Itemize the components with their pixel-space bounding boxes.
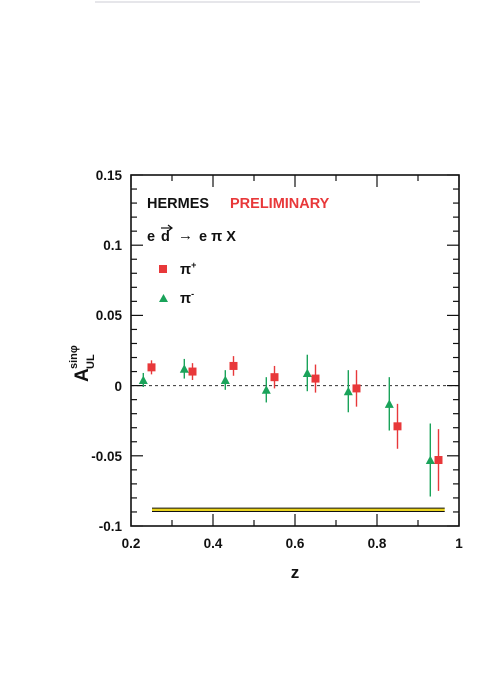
- legend-square-marker: [159, 265, 167, 273]
- x-tick-label: 0.2: [122, 536, 141, 551]
- data-points: [138, 354, 443, 497]
- y-tick-label: 0.05: [96, 308, 123, 323]
- series-pi-minus: [138, 354, 435, 497]
- y-axis-label-main: A: [72, 368, 93, 382]
- reaction-arrow: →: [178, 227, 193, 244]
- data-point-square: [311, 374, 320, 383]
- y-tick-label: 0.15: [96, 168, 123, 183]
- y-axis-label-superscript: sinφ: [68, 345, 80, 369]
- data-point-triangle: [343, 386, 353, 396]
- data-point-square: [229, 361, 238, 370]
- y-tick-label: 0.1: [103, 238, 122, 253]
- legend: π+ π-: [159, 260, 196, 307]
- x-axis-label: z: [291, 563, 300, 582]
- data-point-square: [188, 367, 197, 376]
- y-tick-label: -0.1: [99, 519, 123, 534]
- systematic-band-fill: [152, 508, 445, 512]
- data-point-triangle: [302, 368, 312, 377]
- reaction-lepton: e: [147, 229, 155, 245]
- y-axis-label-subscript: UL: [85, 354, 97, 369]
- reaction-final-state: e π X: [199, 229, 236, 245]
- reaction-target: d: [161, 229, 170, 245]
- legend-label-piminus: π-: [180, 289, 194, 307]
- y-tick-label: -0.05: [91, 449, 122, 464]
- x-tick-label: 1: [455, 536, 463, 551]
- data-point-triangle: [179, 364, 189, 373]
- y-tick-label: 0: [114, 379, 122, 394]
- legend-triangle-marker: [159, 294, 168, 302]
- x-tick-label: 0.4: [204, 536, 223, 551]
- data-point-square: [270, 373, 279, 382]
- data-point-square: [393, 422, 402, 431]
- polarization-arrow-icon: [167, 224, 173, 232]
- data-point-square: [147, 363, 156, 372]
- data-point-triangle: [425, 455, 435, 465]
- x-tick-label: 0.6: [286, 536, 305, 551]
- y-axis-label: A sinφ UL: [68, 345, 97, 382]
- data-point-square: [352, 384, 361, 393]
- series-pi-plus: [147, 356, 443, 491]
- data-point-triangle: [384, 399, 394, 408]
- data-point-square: [434, 456, 443, 465]
- data-point-triangle: [138, 375, 148, 384]
- legend-label-piplus: π+: [180, 260, 196, 278]
- axis-ticks: [130, 174, 460, 527]
- data-point-triangle: [261, 385, 271, 394]
- reaction-label: e d → e π X: [147, 224, 236, 245]
- systematic-band: [152, 507, 445, 513]
- experiment-label: HERMES: [147, 196, 209, 212]
- x-tick-label: 0.8: [368, 536, 387, 551]
- preliminary-label: PRELIMINARY: [230, 196, 330, 212]
- data-point-triangle: [220, 375, 230, 384]
